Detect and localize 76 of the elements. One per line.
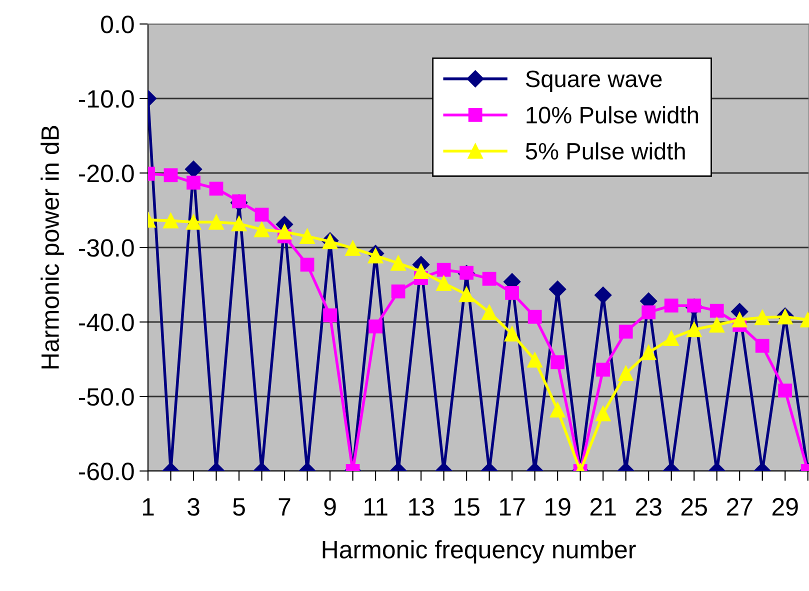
x-axis-title: Harmonic frequency number [322,540,636,564]
y-tick-label: -50.0 [78,388,134,406]
point [482,304,497,320]
point [231,216,247,232]
legend-label: 5% Pulse width [526,142,685,160]
point [594,286,612,304]
x-tick-label: 9 [324,498,336,516]
x-tick-label: 29 [772,498,798,516]
point [618,324,633,339]
y-tick-label: -10.0 [78,90,134,108]
point [436,262,451,277]
x-tick-label: 11 [364,498,388,516]
y-tick-label: -20.0 [78,164,134,182]
x-tick-label: 27 [726,498,752,516]
point [413,264,429,279]
x-tick-label: 17 [500,498,525,516]
point [686,322,702,338]
x-tick-label: 19 [546,498,570,516]
point [209,182,224,196]
legend-label: Square wave [526,70,662,92]
point [164,168,178,182]
point [549,280,566,298]
point [664,298,678,313]
point [754,310,770,326]
point [254,222,270,238]
x-tick-label: 7 [278,498,290,516]
point [368,248,384,264]
point [391,284,406,298]
point [163,213,178,228]
point [778,384,792,398]
point [184,160,202,178]
y-axis-title: Harmonic power in dB [40,126,64,368]
point [618,366,634,382]
point [368,320,382,334]
x-tick-label: 5 [233,498,245,516]
x-tick-label: 3 [188,498,200,516]
x-tick-label: 1 [142,498,154,516]
point [254,208,269,222]
point [208,214,224,230]
point [642,305,656,320]
point [458,286,474,302]
point [300,258,314,272]
point [550,355,565,370]
point [664,330,679,346]
point [323,308,337,322]
point [527,352,542,368]
point [186,214,202,230]
point [709,317,724,333]
y-tick-label: 0.0 [101,16,134,34]
point [504,326,520,342]
point [186,176,200,190]
y-tick-label: -30.0 [78,239,134,257]
point [755,338,770,353]
legend-label: 10% Pulse width [526,106,698,124]
x-tick-label: 15 [454,498,480,516]
point [505,286,520,300]
point [732,312,748,328]
point [640,344,656,360]
point [550,402,566,418]
point [596,362,610,377]
point [390,256,406,271]
y-tick-label: -60.0 [78,462,134,480]
point [710,304,724,318]
y-tick-label: -40.0 [78,314,134,332]
point [595,406,611,422]
x-tick-label: 25 [681,498,707,516]
point [345,240,360,256]
point [276,224,292,240]
point [687,298,702,313]
point [528,310,542,324]
x-tick-label: 21 [590,498,616,516]
x-tick-label: 23 [636,498,662,516]
x-tick-label: 13 [409,498,434,516]
point [482,272,496,286]
point [436,276,452,291]
point [300,228,315,244]
